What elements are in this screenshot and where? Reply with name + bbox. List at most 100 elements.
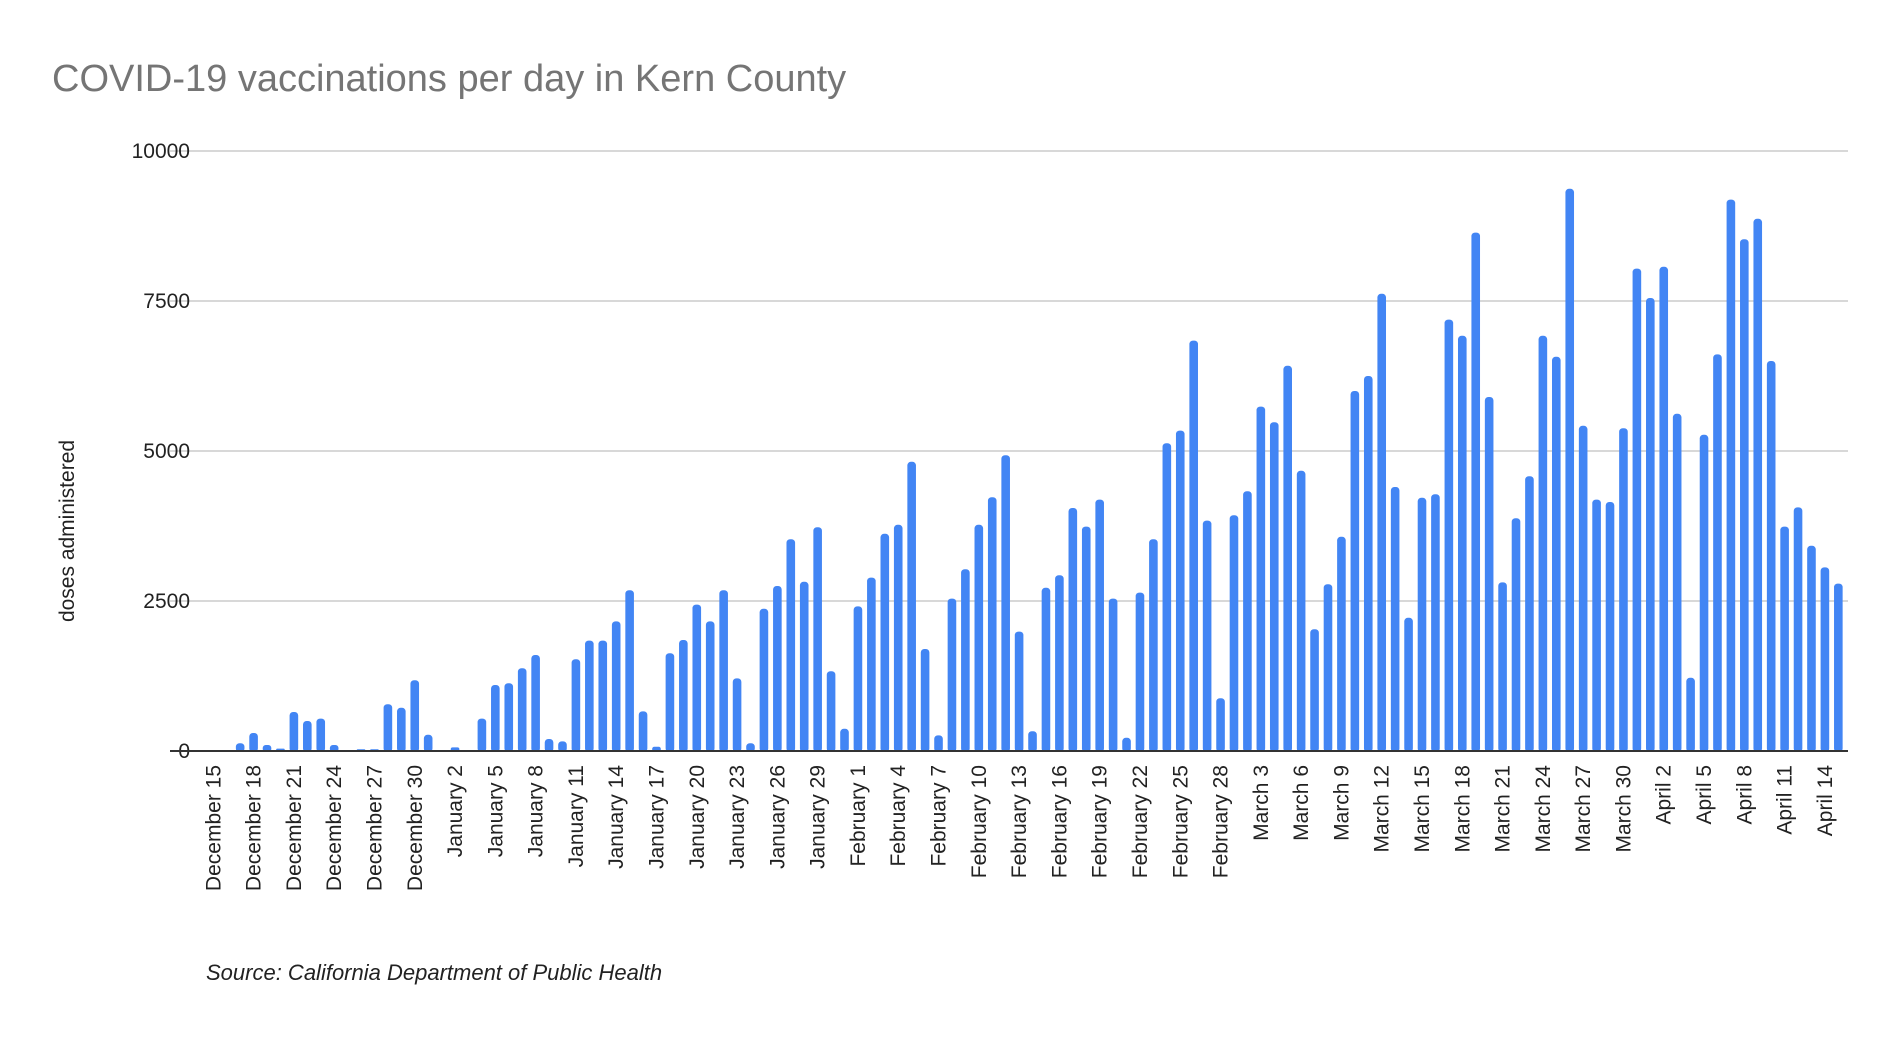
bar (719, 590, 728, 752)
x-tick-label: January 23 (726, 765, 749, 869)
bar (1793, 507, 1803, 752)
y-tick-label: 2500 (143, 590, 190, 613)
x-tick-label: March 30 (1612, 765, 1635, 853)
x-tick-label: March 15 (1411, 765, 1434, 853)
bar (383, 704, 393, 752)
bar (397, 707, 406, 752)
bar (1672, 413, 1682, 752)
bar (477, 718, 487, 752)
bar (410, 680, 420, 752)
bar (907, 461, 916, 752)
x-tick-label: March 6 (1290, 765, 1313, 841)
x-tick-label: April 2 (1653, 765, 1676, 825)
x-tick-label: January 14 (605, 765, 628, 869)
bar (1807, 545, 1816, 752)
x-tick-label: February 13 (1008, 765, 1031, 878)
bar (1820, 567, 1830, 752)
bar (705, 621, 715, 752)
bar (1390, 487, 1400, 752)
x-tick-label: January 20 (686, 765, 709, 869)
bar (1283, 365, 1292, 752)
bar (585, 640, 594, 752)
x-tick-label: February 28 (1210, 765, 1233, 878)
x-tick-label: December 18 (243, 765, 266, 891)
bar (1511, 518, 1521, 752)
bar (1108, 598, 1118, 752)
x-tick-label: March 18 (1451, 765, 1474, 853)
bar (947, 598, 957, 752)
x-tick-label: March 24 (1532, 765, 1555, 853)
bar (1149, 539, 1158, 752)
bar (974, 524, 984, 752)
bar (625, 590, 634, 752)
bar (1766, 361, 1776, 752)
bar (1565, 188, 1575, 753)
bars (235, 188, 1843, 753)
bar (504, 683, 514, 752)
bar (558, 741, 567, 752)
bar (1269, 422, 1279, 752)
bar (1780, 526, 1789, 752)
chart-title: COVID-19 vaccinations per day in Kern Co… (52, 58, 846, 100)
x-tick-label: March 21 (1492, 765, 1515, 853)
bar (491, 685, 500, 752)
bar (732, 678, 742, 752)
x-tick-label: January 5 (484, 765, 507, 857)
y-tick-label: 7500 (143, 290, 190, 313)
x-tick-label: December 15 (202, 765, 225, 891)
bar (853, 606, 863, 752)
x-tick-label: April 14 (1814, 765, 1837, 837)
bar (1229, 515, 1239, 752)
x-tick-label: January 29 (807, 765, 830, 869)
bar (1699, 434, 1709, 752)
bar (1457, 335, 1467, 752)
x-tick-label: January 26 (766, 765, 789, 869)
bar (1243, 491, 1252, 752)
x-tick-label: March 12 (1371, 765, 1394, 853)
bar (665, 653, 675, 752)
x-tick-label: April 8 (1733, 765, 1756, 825)
bar (1619, 428, 1628, 752)
bar (235, 743, 245, 752)
bar (1498, 582, 1507, 752)
x-tick-label: February 1 (847, 765, 870, 867)
bar (867, 577, 876, 752)
bar (1175, 430, 1185, 752)
bar (1404, 617, 1413, 752)
x-tick-label: March 3 (1250, 765, 1273, 841)
bar (826, 671, 836, 752)
x-tick-label: February 4 (887, 765, 910, 867)
bar (544, 739, 554, 752)
bar (1484, 397, 1494, 752)
bar (316, 718, 326, 752)
bar (638, 711, 648, 752)
bar (1753, 218, 1763, 753)
bar (1055, 575, 1064, 752)
x-tick-label: April 11 (1774, 765, 1797, 835)
bar (1162, 443, 1172, 752)
bar (598, 640, 608, 752)
bar (531, 655, 540, 752)
bar (1216, 698, 1225, 752)
bar (1296, 470, 1306, 752)
bar (1592, 499, 1601, 752)
bar (679, 640, 688, 752)
bar (1632, 268, 1642, 752)
bar (1525, 476, 1534, 752)
bar (249, 733, 258, 752)
bar (1081, 526, 1091, 752)
bar (1417, 497, 1427, 752)
bar (799, 581, 809, 752)
bar (1646, 298, 1655, 752)
bar (1068, 508, 1078, 752)
bar (1834, 583, 1843, 752)
x-tick-label: December 30 (404, 765, 427, 891)
bar (893, 524, 903, 752)
bar (1310, 629, 1319, 752)
bar (1135, 592, 1145, 752)
bar (289, 712, 299, 752)
x-tick-label: April 5 (1693, 765, 1716, 825)
bar (1350, 391, 1360, 752)
x-tick-label: January 2 (444, 765, 467, 857)
bar (571, 659, 581, 752)
